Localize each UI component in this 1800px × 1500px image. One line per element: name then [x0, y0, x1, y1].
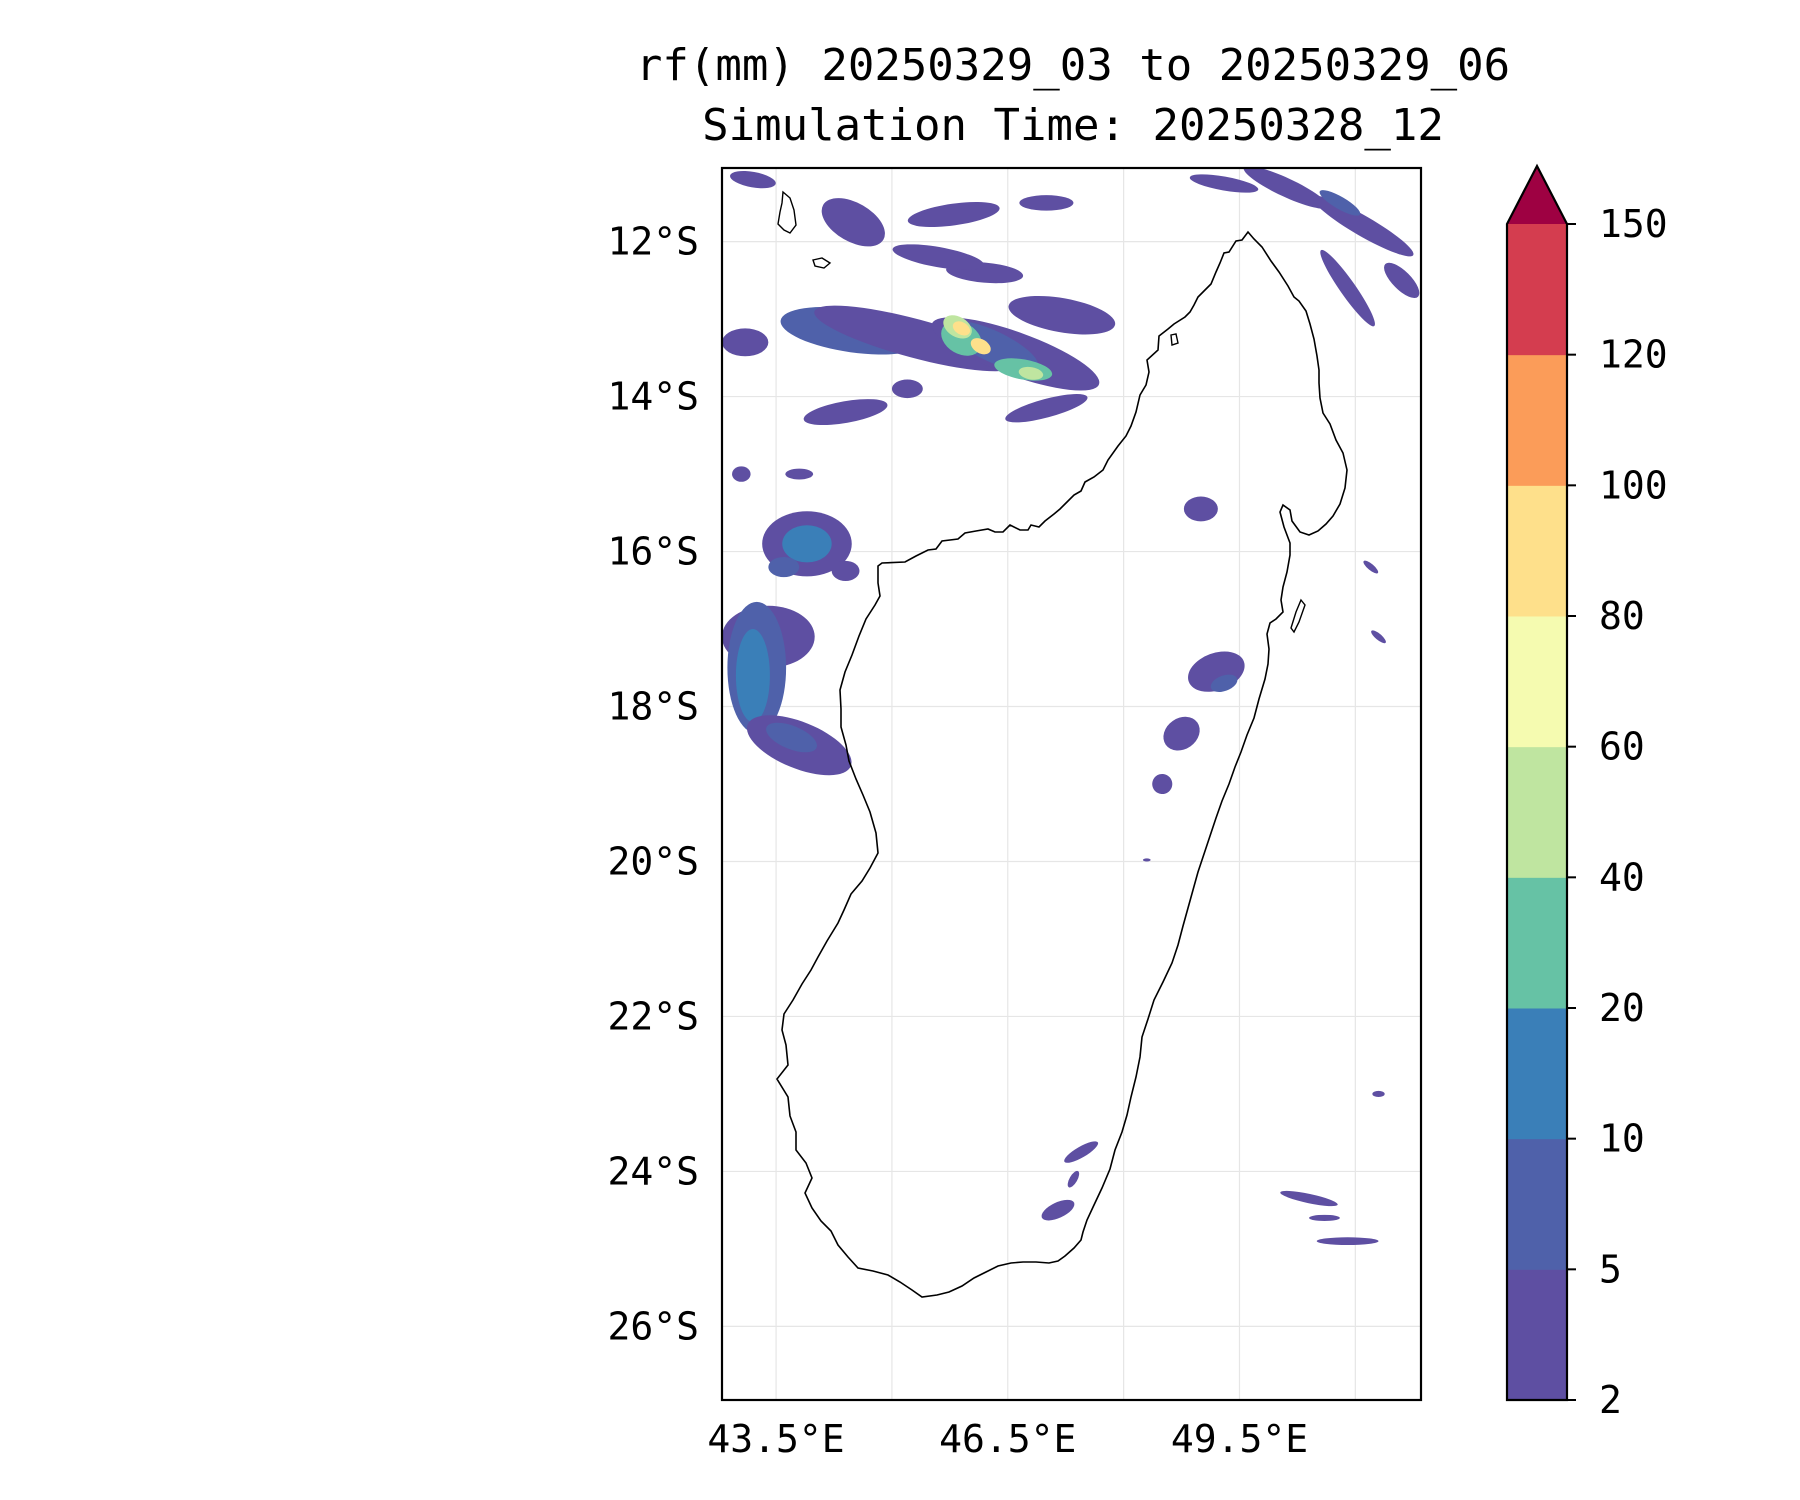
- colorbar-tick-label: 120: [1599, 333, 1668, 377]
- colorbar-tick-label: 20: [1599, 986, 1645, 1030]
- colorbar-segment: [1507, 485, 1567, 617]
- rain-cell: [1005, 394, 1088, 423]
- rain-cell: [1210, 674, 1238, 692]
- lat-tick-label: 16°S: [607, 530, 699, 574]
- colorbar-segments: [1507, 224, 1567, 1401]
- lon-tick-label: 46.5°E: [939, 1417, 1076, 1461]
- colorbar-tick-label: 40: [1599, 855, 1645, 899]
- rain-cell: [1019, 195, 1074, 211]
- colorbar-tick-label: 2: [1599, 1378, 1622, 1422]
- lat-tick-label: 14°S: [607, 375, 699, 419]
- madagascar-coastline: [776, 230, 1348, 1298]
- rain-cell: [970, 338, 991, 355]
- colorbar-tick-label: 150: [1599, 202, 1668, 246]
- rain-cell: [1152, 773, 1173, 795]
- lat-tick-label: 12°S: [607, 220, 699, 264]
- rain-cell: [1309, 1214, 1340, 1222]
- rain-cell: [952, 321, 971, 336]
- rain-cell: [1363, 560, 1379, 574]
- rain-cell: [1312, 195, 1414, 257]
- small-island-outline: [1170, 333, 1179, 346]
- rain-cell: [1384, 262, 1420, 299]
- map-frame: [720, 166, 1423, 1402]
- lat-tick-label: 20°S: [607, 839, 699, 883]
- colorbar-segment: [1507, 1008, 1567, 1140]
- rain-cell: [1189, 174, 1259, 193]
- rain-cell: [907, 201, 1000, 228]
- lon-tick-label: 43.5°E: [707, 1417, 844, 1461]
- rain-cell: [766, 722, 817, 753]
- colorbar-tick-label: 80: [1599, 594, 1645, 638]
- colorbar-tick-label: 10: [1599, 1117, 1645, 1161]
- colorbar-extend-arrow: [1507, 166, 1567, 224]
- rain-cell: [1319, 190, 1361, 216]
- rain-cell: [1018, 366, 1044, 380]
- plot-title: rf(mm) 20250329_03 to 20250329_06: [635, 40, 1511, 91]
- rainfall-field: [722, 168, 1420, 1246]
- colorbar-tick-label: 60: [1599, 725, 1645, 769]
- sainte-marie-outline: [1290, 598, 1306, 634]
- rain-cell: [892, 244, 984, 270]
- plot-subtitle: Simulation Time: 20250328_12: [702, 100, 1444, 151]
- rain-cell: [891, 379, 923, 399]
- lat-tick-label: 18°S: [607, 685, 699, 729]
- colorbar-segment: [1507, 746, 1567, 878]
- colorbar-tick-label: 100: [1599, 463, 1668, 507]
- rain-cell: [1320, 249, 1375, 327]
- nosy-be-outline: [812, 257, 832, 269]
- map-panel: 12°S14°S16°S18°S20°S22°S24°S26°S 43.5°E 4…: [607, 166, 1423, 1461]
- colorbar-segment: [1507, 1269, 1567, 1401]
- lon-tick-label: 49.5°E: [1171, 1417, 1308, 1461]
- colorbar-segment: [1507, 1138, 1567, 1270]
- colorbar-tick-labels: 2 5 10 20 40 60 80 100 120 150: [1567, 202, 1668, 1422]
- colorbar: 2 5 10 20 40 60 80 100 120 150: [1505, 163, 1668, 1422]
- lat-tick-label: 22°S: [607, 994, 699, 1038]
- rain-cell: [782, 525, 832, 563]
- rain-cell: [803, 399, 888, 426]
- rain-cell: [1041, 1199, 1075, 1221]
- lat-tick-label: 24°S: [607, 1149, 699, 1193]
- rain-cell: [1163, 716, 1200, 751]
- rain-cell: [722, 328, 769, 357]
- rain-cell: [1183, 496, 1218, 522]
- mayotte-outline: [777, 190, 797, 234]
- longitude-tick-labels: 43.5°E 46.5°E 49.5°E: [707, 1417, 1308, 1461]
- colorbar-outline: [1505, 163, 1569, 1402]
- rain-cell: [1243, 168, 1329, 209]
- colorbar-segment: [1507, 616, 1567, 748]
- lat-tick-label: 26°S: [607, 1304, 699, 1348]
- rain-cell: [785, 468, 814, 480]
- rain-cell: [1316, 1237, 1379, 1246]
- rain-cell: [821, 198, 885, 247]
- rain-cell: [768, 556, 800, 578]
- latitude-tick-labels: 12°S 14°S 16°S 18°S 20°S 22°S 24°S 26°S: [607, 220, 699, 1349]
- colorbar-segment: [1507, 224, 1567, 356]
- colorbar-tick-label: 5: [1599, 1247, 1622, 1291]
- rain-cell: [1372, 1090, 1385, 1098]
- rain-cell: [1280, 1190, 1338, 1207]
- coastline: [776, 190, 1348, 1298]
- rain-cell: [1371, 630, 1386, 644]
- rain-cell: [1142, 858, 1151, 862]
- rain-cell: [732, 466, 751, 482]
- colorbar-segment: [1507, 877, 1567, 1009]
- colorbar-segment: [1507, 354, 1567, 486]
- rain-cell: [730, 170, 776, 189]
- rain-cell: [735, 629, 770, 723]
- rain-cell: [1067, 1170, 1080, 1188]
- rain-cell: [1008, 295, 1116, 335]
- rain-cell: [831, 560, 860, 581]
- rain-cell: [1064, 1141, 1099, 1163]
